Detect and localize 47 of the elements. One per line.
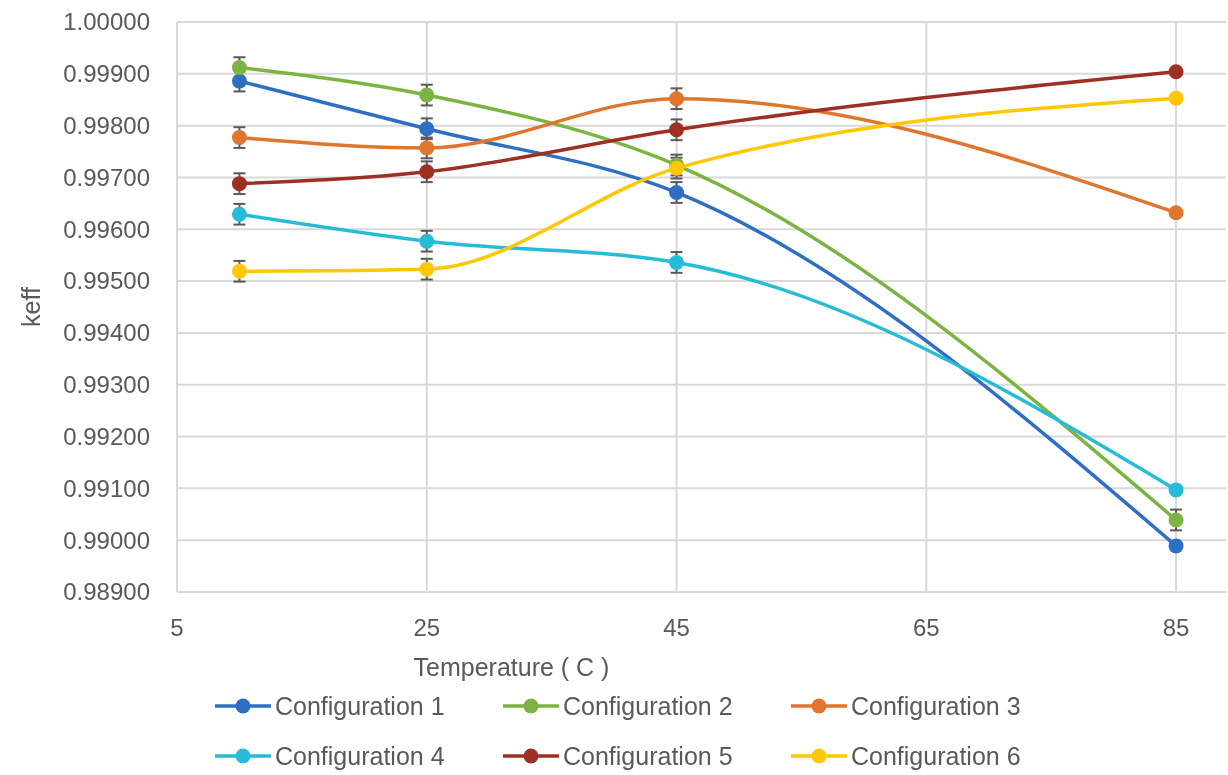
point: [231, 206, 247, 222]
point: [419, 261, 435, 277]
point: [231, 60, 247, 76]
legend-label: Configuration 4: [275, 741, 445, 770]
y-tick-label: 0.99200: [63, 422, 150, 450]
x-tick-label: 45: [663, 614, 690, 641]
legend-label: Configuration 6: [851, 741, 1021, 770]
point: [231, 130, 247, 146]
y-tick-label: 1.00000: [63, 8, 150, 36]
point: [669, 254, 685, 270]
point: [1168, 205, 1184, 221]
y-tick-label: 0.99400: [63, 319, 150, 347]
point: [669, 91, 685, 107]
point: [419, 140, 435, 156]
legend-label: Configuration 2: [563, 691, 733, 720]
point: [1168, 64, 1184, 80]
legend-label: Configuration 1: [275, 691, 445, 720]
point: [231, 176, 247, 192]
y-tick-label: 0.99000: [63, 526, 150, 554]
legend-label: Configuration 5: [563, 741, 733, 770]
point: [419, 87, 435, 103]
point: [1168, 482, 1184, 498]
point: [669, 185, 685, 200]
y-tick-label: 0.99800: [63, 112, 150, 140]
y-tick-label: 0.99900: [63, 60, 150, 88]
point: [231, 263, 247, 279]
point: [419, 233, 435, 249]
y-tick-label: 0.99600: [63, 215, 150, 243]
y-axis-title: keff: [17, 287, 45, 327]
x-tick-label: 5: [170, 614, 184, 641]
point: [1168, 538, 1184, 554]
point: [669, 122, 685, 138]
point: [419, 121, 435, 137]
y-tick-label: 0.99100: [63, 474, 150, 502]
point: [1168, 512, 1184, 528]
y-tick-label: 0.99300: [63, 371, 150, 399]
y-tick-label: 0.98900: [63, 578, 150, 606]
x-tick-label: 25: [413, 614, 441, 641]
y-tick-label: 0.99500: [63, 267, 150, 295]
x-axis-title: Temperature ( C ): [413, 653, 610, 681]
legend-label: Configuration 3: [851, 691, 1021, 720]
point: [231, 73, 247, 89]
point: [419, 164, 435, 180]
x-tick-label: 65: [912, 614, 940, 641]
y-tick-label: 0.99700: [63, 163, 150, 191]
point: [1168, 90, 1184, 106]
x-tick-label: 85: [1162, 614, 1190, 641]
